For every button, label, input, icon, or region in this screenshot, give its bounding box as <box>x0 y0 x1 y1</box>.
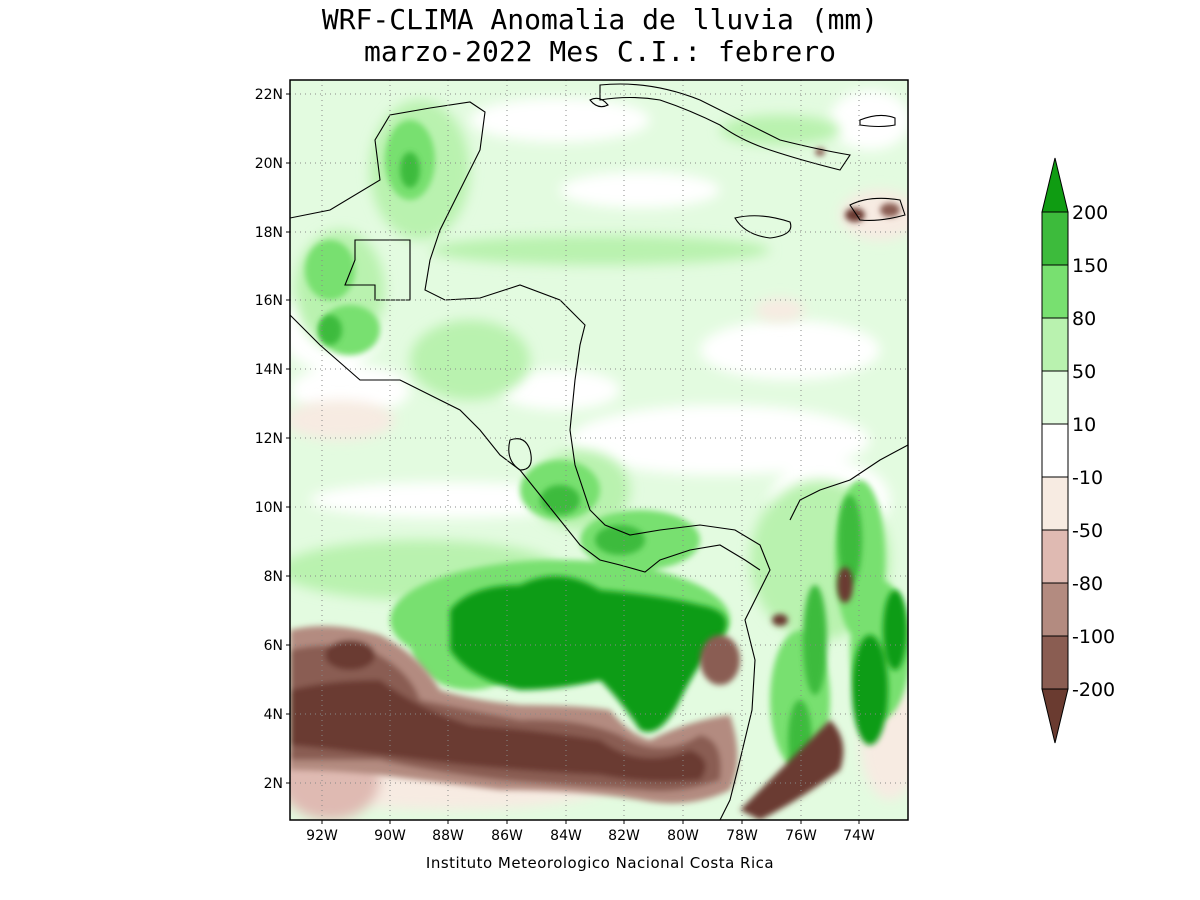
lat-label: 8N <box>264 569 283 585</box>
color-legend: 200 150 80 50 10 -10 -50 -80 -100 -200 <box>1041 157 1115 744</box>
legend-swatch <box>1041 370 1069 425</box>
legend-label: 150 <box>1072 255 1108 277</box>
legend-label: 200 <box>1072 202 1108 224</box>
legend-label: 80 <box>1072 308 1096 330</box>
lon-label: 88W <box>432 828 464 844</box>
lon-label: 82W <box>608 828 640 844</box>
lon-label: 78W <box>726 828 758 844</box>
lat-label: 18N <box>255 225 283 241</box>
lat-label: 6N <box>264 638 283 654</box>
lon-label: 74W <box>843 828 875 844</box>
legend-label: -80 <box>1072 573 1103 595</box>
lon-label: 76W <box>785 828 817 844</box>
lat-label: 22N <box>255 87 283 103</box>
legend-label: 10 <box>1072 414 1096 436</box>
lon-label: 92W <box>306 828 338 844</box>
lon-label: 86W <box>491 828 523 844</box>
coastlines <box>290 83 908 820</box>
legend-label: -10 <box>1072 467 1103 489</box>
legend-arrow-bottom <box>1041 688 1069 744</box>
map-frame <box>289 79 909 821</box>
legend-swatch <box>1041 635 1069 690</box>
legend-swatch <box>1041 582 1069 637</box>
legend-swatch <box>1041 317 1069 372</box>
lon-label: 84W <box>550 828 582 844</box>
lat-label: 14N <box>255 362 283 378</box>
map-subtitle: marzo-2022 Mes C.I.: febrero <box>363 35 836 68</box>
lon-label: 80W <box>667 828 699 844</box>
lat-label: 10N <box>255 500 283 516</box>
legend-arrow-top <box>1041 157 1069 213</box>
lat-label: 2N <box>264 776 283 792</box>
axis-ticks <box>286 93 860 824</box>
anomaly-field <box>290 80 908 820</box>
lat-label: 12N <box>255 431 283 447</box>
legend-swatch <box>1041 211 1069 266</box>
legend-label: -50 <box>1072 520 1103 542</box>
lon-label: 90W <box>374 828 406 844</box>
map-title: WRF-CLIMA Anomalia de lluvia (mm) <box>321 3 879 36</box>
legend-swatch <box>1041 423 1069 478</box>
lat-label: 4N <box>264 707 283 723</box>
legend-label: 50 <box>1072 361 1096 383</box>
credit-line: Instituto Meteorologico Nacional Costa R… <box>425 854 775 872</box>
graticule <box>290 80 908 820</box>
legend-swatch <box>1041 264 1069 319</box>
legend-swatch <box>1041 476 1069 531</box>
lat-label: 16N <box>255 293 283 309</box>
legend-label: -200 <box>1072 679 1115 701</box>
latitude-labels: 22N 20N 18N 16N 14N 12N 10N 8N 6N 4N 2N <box>255 87 283 792</box>
legend-label: -100 <box>1072 626 1115 648</box>
lat-label: 20N <box>255 156 283 172</box>
longitude-labels: 92W 90W 88W 86W 84W 82W 80W 78W 76W 74W <box>306 828 875 844</box>
legend-swatch <box>1041 529 1069 584</box>
